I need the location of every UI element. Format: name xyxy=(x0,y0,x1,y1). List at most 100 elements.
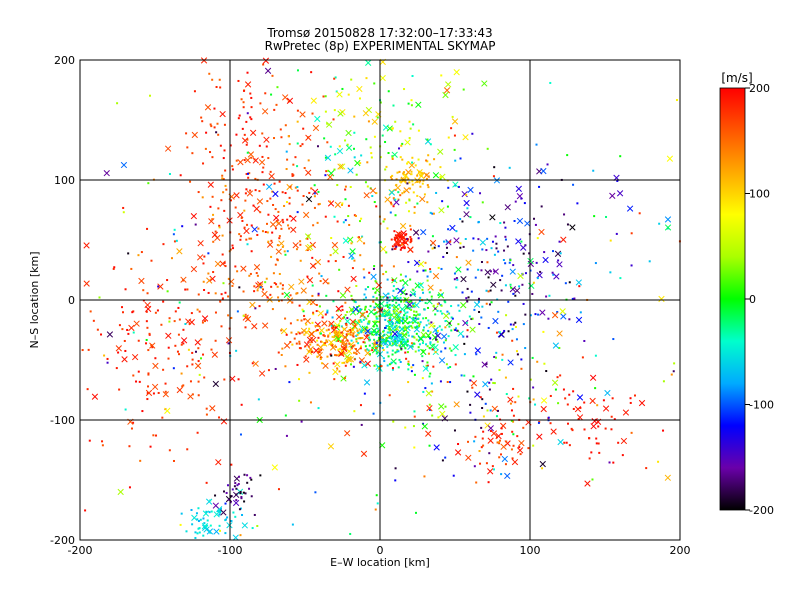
data-point-dot xyxy=(429,211,432,214)
data-point-dot xyxy=(329,342,332,345)
data-point-dot xyxy=(359,309,362,312)
data-point-dot xyxy=(496,441,499,444)
data-point-dot xyxy=(409,278,412,281)
data-point-dot xyxy=(225,491,228,494)
data-point-dot xyxy=(201,321,204,324)
data-point-dot xyxy=(475,353,478,356)
data-point-dot xyxy=(406,182,409,185)
data-point-dot xyxy=(430,382,433,385)
data-point-dot xyxy=(357,236,360,239)
data-point-dot xyxy=(594,262,597,265)
data-point-dot xyxy=(123,339,126,342)
data-point-dot xyxy=(501,274,504,277)
data-point-dot xyxy=(469,411,472,414)
data-point-dot xyxy=(259,286,262,289)
data-point-dot xyxy=(412,310,415,313)
data-point-dot xyxy=(562,388,565,391)
data-point-dot xyxy=(429,372,432,375)
data-point-cross xyxy=(417,282,424,289)
data-point-dot xyxy=(549,394,552,397)
colorbar-tick-label: -200 xyxy=(749,504,774,517)
data-point-cross xyxy=(240,265,247,272)
data-point-dot xyxy=(398,358,401,361)
data-point-dot xyxy=(367,349,370,352)
data-point-dot xyxy=(316,329,319,332)
data-point-dot xyxy=(298,399,301,402)
data-point-dot xyxy=(398,170,401,173)
data-point-dot xyxy=(214,230,217,233)
data-point-cross xyxy=(286,297,294,304)
data-point-dot xyxy=(363,242,366,245)
data-point-dot xyxy=(630,232,633,235)
data-point-dot xyxy=(363,276,366,279)
data-point-dot xyxy=(435,338,438,341)
data-point-cross xyxy=(206,528,214,535)
data-point-dot xyxy=(504,376,507,379)
data-point-dot xyxy=(440,328,443,331)
data-point-dot xyxy=(510,419,513,422)
data-point-dot xyxy=(486,409,489,412)
data-point-dot xyxy=(388,303,391,306)
data-point-dot xyxy=(324,156,327,159)
data-point-dot xyxy=(347,204,350,207)
data-point-dot xyxy=(209,524,212,527)
data-point-dot xyxy=(404,351,407,354)
data-point-dot xyxy=(588,437,591,440)
data-point-cross xyxy=(273,214,280,222)
data-point-dot xyxy=(241,514,244,517)
data-point-dot xyxy=(447,136,450,139)
data-point-cross xyxy=(335,335,342,343)
data-point-cross xyxy=(348,252,355,259)
data-point-dot xyxy=(388,326,391,329)
data-point-cross xyxy=(340,375,347,382)
data-point-dot xyxy=(394,247,397,250)
data-point-dot xyxy=(258,190,261,193)
data-point-dot xyxy=(203,320,206,323)
data-point-cross xyxy=(233,192,240,199)
data-point-dot xyxy=(411,345,414,348)
data-point-cross xyxy=(272,190,279,198)
data-point-cross xyxy=(539,309,546,316)
y-tick-label: -100 xyxy=(50,414,75,427)
data-point-dot xyxy=(312,313,315,316)
data-point-dot xyxy=(202,517,205,520)
data-point-dot xyxy=(447,366,450,369)
data-point-dot xyxy=(558,240,561,243)
data-point-dot xyxy=(426,361,429,364)
data-point-dot xyxy=(423,308,426,311)
data-point-dot xyxy=(375,494,378,497)
data-point-dot xyxy=(274,208,277,211)
data-point-dot xyxy=(513,219,516,222)
data-point-dot xyxy=(348,342,351,345)
data-point-dot xyxy=(145,320,148,323)
data-point-dot xyxy=(269,293,272,296)
data-point-dot xyxy=(596,404,599,407)
data-point-dot xyxy=(326,340,329,343)
data-point-dot xyxy=(457,323,460,326)
data-point-dot xyxy=(495,415,498,418)
data-point-dot xyxy=(234,515,237,518)
data-point-cross xyxy=(428,322,435,329)
data-point-dot xyxy=(480,261,483,264)
data-point-dot xyxy=(344,314,347,317)
data-point-dot xyxy=(226,516,229,519)
data-point-dot xyxy=(498,369,501,372)
data-point-dot xyxy=(520,197,523,200)
data-point-cross xyxy=(314,258,322,266)
data-point-dot xyxy=(457,185,460,188)
data-point-dot xyxy=(467,296,470,299)
data-point-dot xyxy=(235,349,238,352)
data-point-dot xyxy=(427,329,430,332)
data-point-cross xyxy=(331,241,339,249)
data-point-cross xyxy=(364,328,371,335)
data-point-dot xyxy=(128,445,131,448)
data-point-dot xyxy=(244,313,247,316)
data-point-cross xyxy=(536,272,543,279)
data-point-cross xyxy=(339,163,346,170)
data-point-dot xyxy=(441,459,444,462)
data-point-dot xyxy=(296,363,299,366)
data-point-dot xyxy=(344,301,347,304)
data-point-dot xyxy=(359,347,362,350)
data-point-dot xyxy=(321,362,324,365)
